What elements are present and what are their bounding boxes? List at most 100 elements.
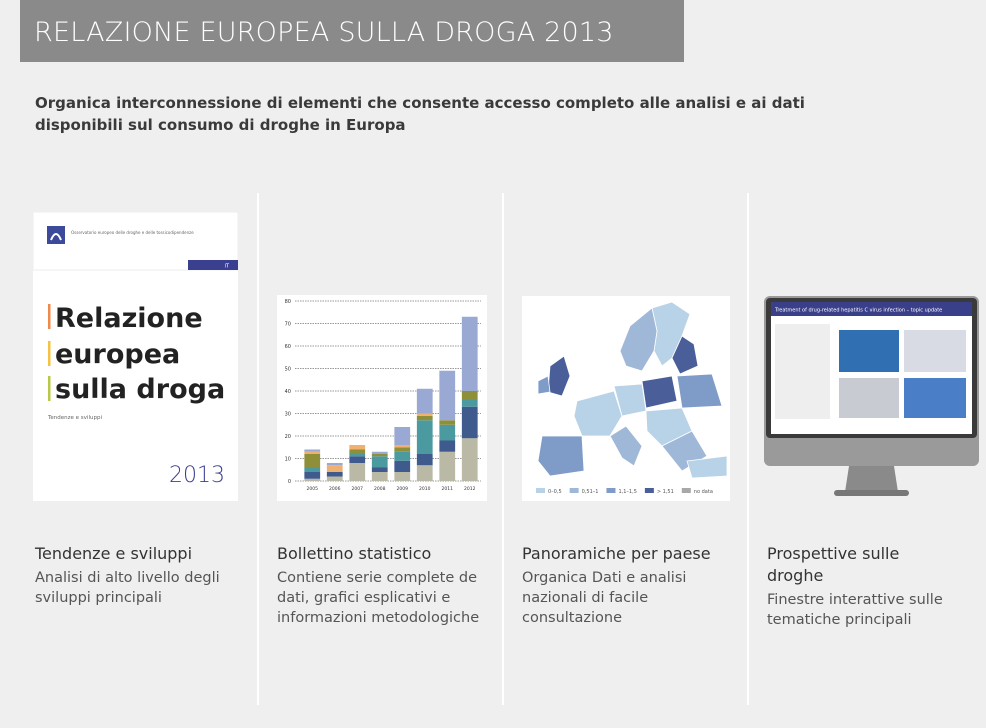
y-tick-label: 30 <box>285 412 291 418</box>
panel-description: Contiene serie complete de dati, grafici… <box>277 568 482 628</box>
legend-swatch <box>645 488 654 493</box>
panel-description: Organica Dati e analisi nazionali di fac… <box>522 568 712 628</box>
page-title: RELAZIONE EUROPEA SULLA DROGA 2013 <box>20 0 684 62</box>
y-tick-label: 60 <box>285 344 291 350</box>
bar-segment <box>304 452 320 454</box>
x-tick-label: 2006 <box>329 486 341 492</box>
accent-bar <box>48 376 51 401</box>
y-tick-label: 40 <box>285 389 291 395</box>
report-cover: Osservatorio europeo delle droghe e dell… <box>33 212 238 501</box>
bar-segment <box>394 445 410 447</box>
bar-segment <box>417 420 433 454</box>
monitor: Treatment of drug-related hepatitis C vi… <box>764 296 979 500</box>
country <box>538 436 584 476</box>
bar-segment <box>327 477 343 482</box>
cover-title-line: europea <box>55 339 180 370</box>
bar-segment <box>417 416 433 421</box>
screen-image <box>839 378 899 418</box>
legend-label: > 1,51 <box>657 489 674 495</box>
bar-segment <box>349 463 365 481</box>
legend-label: 0,51–1 <box>582 489 599 495</box>
country-map: 0–0,5 0,51–1 1,1–1,5 > 1,51 no data <box>522 296 730 501</box>
bar-segment <box>327 463 343 465</box>
x-tick-label: 2011 <box>442 486 454 492</box>
y-tick-label: 0 <box>288 479 291 485</box>
publisher: Osservatorio europeo delle droghe e dell… <box>71 230 194 235</box>
bar-segment <box>372 472 388 481</box>
bar-segment <box>372 456 388 467</box>
bar-segment <box>304 479 320 481</box>
bar-segment <box>394 472 410 481</box>
bar-segment <box>439 452 455 481</box>
bar-segment <box>462 400 478 407</box>
screen-image <box>904 378 966 418</box>
screen-image <box>839 330 899 372</box>
bar-segment <box>417 465 433 481</box>
x-tick-label: 2008 <box>374 486 386 492</box>
panel: Panoramiche per paese Organica Dati e ana… <box>522 543 712 628</box>
monitor-stand <box>845 466 898 492</box>
bar-segment <box>349 456 365 463</box>
panel-description: Analisi di alto livello degli sviluppi p… <box>35 568 240 608</box>
monitor-base <box>834 490 909 496</box>
bar-segment <box>462 391 478 400</box>
separator <box>747 193 749 705</box>
bar-segment <box>327 472 343 477</box>
x-tick-label: 2010 <box>419 486 431 492</box>
y-tick-label: 10 <box>285 457 291 463</box>
bar-segment <box>439 371 455 421</box>
panel: Bollettino statistico Contiene serie comp… <box>277 543 482 628</box>
bar-segment <box>462 317 478 391</box>
separator <box>257 193 259 705</box>
bar-segment <box>349 445 365 450</box>
bar-segment <box>349 454 365 456</box>
bar-segment <box>394 461 410 472</box>
bar-segment <box>304 454 320 468</box>
cover-subtitle: Tendenze e sviluppi <box>47 415 102 421</box>
cover-year: 2013 <box>169 463 225 488</box>
panel-title: Bollettino statistico <box>277 543 482 565</box>
panel: Tendenze e sviluppi Analisi di alto livel… <box>35 543 240 608</box>
y-tick-label: 50 <box>285 367 291 373</box>
legend-swatch <box>536 488 545 493</box>
separator <box>502 193 504 705</box>
legend-label: 0–0,5 <box>548 489 562 495</box>
screen-title: Treatment of drug-related hepatitis C vi… <box>774 308 942 314</box>
page: RELAZIONE EUROPEA SULLA DROGA 2013 Organ… <box>0 0 986 728</box>
panel-title: Tendenze e sviluppi <box>35 543 240 565</box>
bar-segment <box>439 441 455 452</box>
panel-title: Panoramiche per paese <box>522 543 712 565</box>
legend-label: no data <box>694 489 713 495</box>
y-tick-label: 20 <box>285 434 291 440</box>
bar-segment <box>417 389 433 414</box>
bar-segment <box>372 468 388 473</box>
accent-bar <box>48 341 51 366</box>
bar-segment <box>304 468 320 473</box>
bar-segment <box>304 472 320 479</box>
intro-text: Organica interconnessione di elementi ch… <box>35 92 895 136</box>
bar-segment <box>439 425 455 441</box>
bar-segment <box>417 414 433 416</box>
y-tick-label: 70 <box>285 322 291 328</box>
accent-bar <box>48 304 51 329</box>
language-tab <box>188 260 238 270</box>
bar-segment <box>394 447 410 452</box>
panel-title: Prospettive sulle droghe <box>767 543 957 587</box>
bar-segment <box>349 450 365 455</box>
x-tick-label: 2009 <box>397 486 409 492</box>
legend-swatch <box>606 488 615 493</box>
y-tick-label: 80 <box>285 299 291 305</box>
bar-segment <box>372 452 388 454</box>
cover-title-line: sulla droga <box>55 374 225 405</box>
bar-segment <box>462 438 478 481</box>
x-tick-label: 2007 <box>352 486 364 492</box>
bar-segment <box>394 452 410 461</box>
bar-segment <box>304 450 320 452</box>
legend-label: 1,1–1,5 <box>618 489 636 495</box>
bar-segment <box>462 407 478 439</box>
bar-segment <box>394 427 410 445</box>
bar-segment <box>327 465 343 472</box>
panel-description: Finestre interattive sulle tematiche pri… <box>767 590 957 630</box>
